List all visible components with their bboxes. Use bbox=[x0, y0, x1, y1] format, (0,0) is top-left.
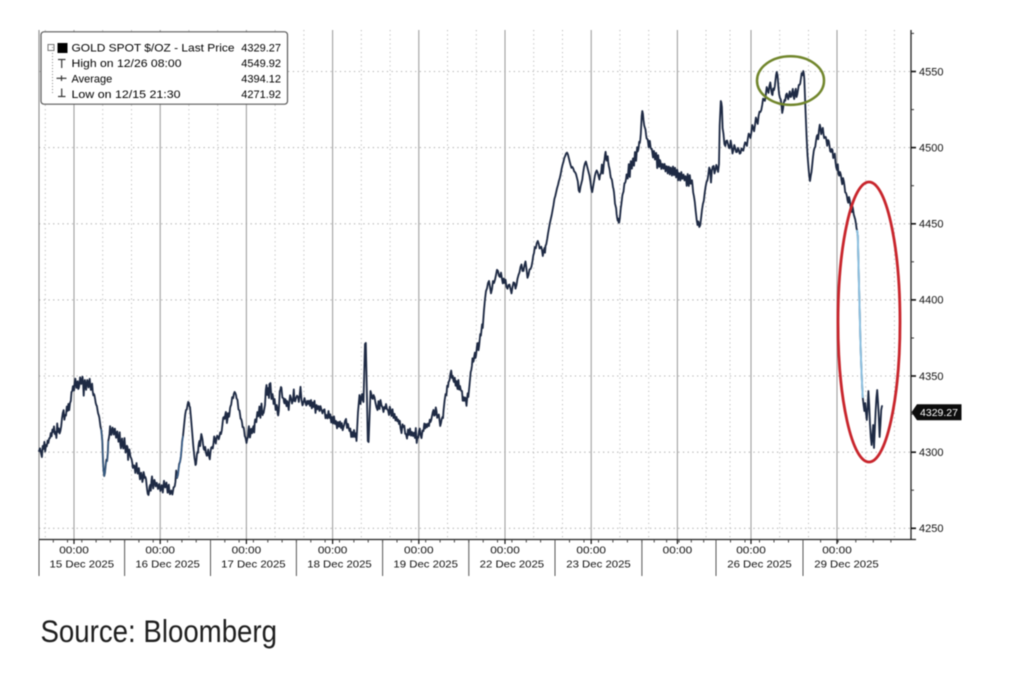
svg-text:Low on 12/15 21:30: Low on 12/15 21:30 bbox=[72, 89, 181, 101]
svg-text:22 Dec 2025: 22 Dec 2025 bbox=[480, 559, 545, 571]
svg-text:15 Dec 2025: 15 Dec 2025 bbox=[50, 559, 115, 571]
svg-text:00:00: 00:00 bbox=[232, 546, 262, 557]
svg-text:23 Dec 2025: 23 Dec 2025 bbox=[566, 559, 631, 571]
svg-text:4550: 4550 bbox=[919, 66, 943, 78]
svg-text:17 Dec 2025: 17 Dec 2025 bbox=[221, 559, 286, 571]
svg-text:16 Dec 2025: 16 Dec 2025 bbox=[135, 559, 200, 571]
svg-text:High on 12/26 08:00: High on 12/26 08:00 bbox=[72, 58, 182, 70]
svg-text:00:00: 00:00 bbox=[59, 546, 89, 557]
svg-text:00:00: 00:00 bbox=[404, 546, 434, 557]
svg-text:Average: Average bbox=[72, 74, 113, 86]
svg-text:GOLD SPOT $/OZ - Last Price: GOLD SPOT $/OZ - Last Price bbox=[72, 43, 235, 55]
svg-text:00:00: 00:00 bbox=[490, 546, 520, 557]
svg-text:29 Dec 2025: 29 Dec 2025 bbox=[814, 559, 879, 571]
svg-text:26 Dec 2025: 26 Dec 2025 bbox=[727, 559, 792, 571]
svg-text:4271.92: 4271.92 bbox=[241, 89, 281, 101]
svg-text:00:00: 00:00 bbox=[736, 546, 766, 557]
svg-text:Source: Bloomberg: Source: Bloomberg bbox=[41, 613, 278, 649]
svg-text:4500: 4500 bbox=[919, 142, 943, 154]
svg-text:4329.27: 4329.27 bbox=[920, 407, 958, 419]
svg-text:4329.27: 4329.27 bbox=[241, 43, 281, 55]
svg-text:00:00: 00:00 bbox=[318, 546, 348, 557]
svg-text:4400: 4400 bbox=[919, 295, 943, 307]
svg-text:4350: 4350 bbox=[919, 371, 943, 383]
svg-text:19 Dec 2025: 19 Dec 2025 bbox=[393, 559, 458, 571]
svg-text:00:00: 00:00 bbox=[822, 546, 852, 557]
svg-text:4450: 4450 bbox=[919, 219, 943, 231]
svg-text:18 Dec 2025: 18 Dec 2025 bbox=[307, 559, 372, 571]
svg-text:00:00: 00:00 bbox=[576, 546, 606, 557]
svg-text:4250: 4250 bbox=[919, 523, 943, 535]
svg-text:4394.12: 4394.12 bbox=[241, 74, 281, 86]
svg-text:4300: 4300 bbox=[919, 447, 943, 459]
svg-text:4549.92: 4549.92 bbox=[241, 58, 281, 70]
svg-text:00:00: 00:00 bbox=[145, 546, 175, 557]
svg-text:00:00: 00:00 bbox=[663, 546, 693, 557]
